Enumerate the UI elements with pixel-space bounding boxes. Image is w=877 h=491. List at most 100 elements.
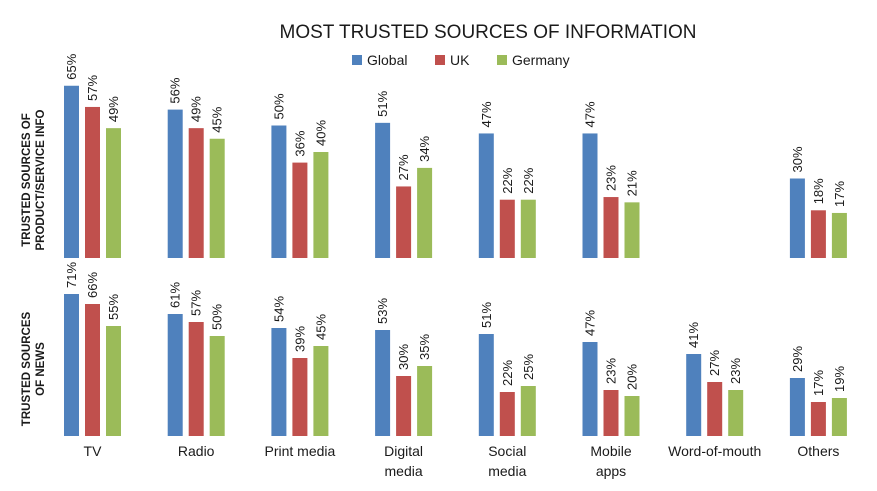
legend-label-global: Global (367, 52, 407, 68)
bar-product-social-media-global (478, 133, 494, 258)
data-label: 22% (521, 167, 536, 193)
data-label: 47% (479, 101, 494, 127)
bar-product-digital-media-global (375, 122, 391, 258)
category-label-line: Social (488, 443, 526, 459)
data-label: 17% (811, 370, 826, 396)
data-label: 53% (375, 298, 390, 324)
data-label: 29% (790, 346, 805, 372)
bar-product-others-uk (810, 210, 826, 258)
data-label: 23% (604, 165, 619, 191)
category-label-mobile-apps: Mobile apps (590, 443, 631, 479)
category-label-line: Others (797, 443, 839, 459)
data-label: 22% (500, 360, 515, 386)
row-label-line: OF NEWS (35, 342, 47, 396)
category-label-line: Radio (178, 443, 215, 459)
bar-product-others-global (789, 178, 805, 258)
bar-product-radio-germany (209, 138, 225, 258)
bar-news-digital-media-germany (417, 366, 433, 436)
bar-product-social-media-germany (520, 199, 536, 258)
data-label: 22% (500, 167, 515, 193)
data-label: 66% (85, 272, 100, 298)
data-labels: 65% 56% 50% 51% 47% 47% 30% 57% 49% 36% 27% 22% 23% 1… (64, 53, 847, 396)
bar-news-mobile-apps-uk (603, 390, 619, 436)
data-label: 35% (417, 334, 432, 360)
bar-news-social-media-global (478, 334, 494, 436)
bar-product-radio-global (167, 109, 183, 258)
data-label: 45% (210, 106, 225, 132)
bar-news-radio-germany (209, 336, 225, 436)
category-label-digital-media: Digital media (384, 443, 423, 479)
data-label: 25% (521, 354, 536, 380)
bar-news-radio-global (167, 314, 183, 436)
legend-label-germany: Germany (512, 52, 570, 68)
data-label: 51% (375, 90, 390, 116)
bar-news-tv-uk (85, 304, 100, 436)
data-label: 23% (728, 358, 743, 384)
bar-news-radio-uk (188, 322, 204, 436)
legend-swatch-germany (497, 55, 507, 65)
category-label-line: media (385, 463, 423, 479)
bar-product-mobile-apps-global (582, 133, 598, 258)
bar-product-mobile-apps-germany (624, 202, 640, 258)
category-label-tv: TV (84, 443, 103, 459)
bar-news-print-media-germany (313, 346, 329, 436)
bar-news-digital-media-uk (396, 376, 412, 436)
data-label: 34% (417, 135, 432, 161)
bar-product-print-media-germany (313, 152, 329, 258)
data-label: 21% (625, 170, 640, 196)
bar-product-print-media-uk (292, 162, 308, 258)
bar-news-mobile-apps-germany (624, 396, 640, 436)
data-label: 51% (479, 302, 494, 328)
data-label: 18% (811, 178, 826, 204)
legend-label-uk: UK (450, 52, 470, 68)
data-label: 30% (396, 344, 411, 370)
data-label: 23% (604, 358, 619, 384)
bar-news-social-media-germany (520, 386, 536, 436)
bar-news-word-of-mouth-global (686, 354, 702, 436)
row-label-line: TRUSTED SOURCES OF (21, 113, 33, 247)
data-label: 56% (168, 77, 183, 103)
data-label: 30% (790, 146, 805, 172)
data-label: 71% (64, 262, 79, 288)
data-label: 50% (271, 93, 286, 119)
data-label: 45% (313, 314, 328, 340)
bar-news-others-germany (831, 398, 847, 436)
data-label: 57% (189, 290, 204, 316)
bar-news-digital-media-global (375, 330, 391, 436)
row-labels: TRUSTED SOURCES OF PRODUCT/SERVICE INFOTR… (21, 109, 47, 426)
bar-news-others-global (789, 378, 805, 436)
data-label: 19% (832, 366, 847, 392)
data-label: 65% (64, 53, 79, 79)
category-labels: TV Radio Print media Digital media Social medi… (84, 443, 840, 479)
data-label: 40% (313, 120, 328, 146)
legend-swatch-uk (435, 55, 445, 65)
bar-news-tv-global (64, 294, 79, 436)
category-label-line: TV (84, 443, 103, 459)
bar-product-tv-germany (106, 128, 121, 258)
row-label-product-service-info: TRUSTED SOURCES OF PRODUCT/SERVICE INFO (21, 109, 47, 250)
data-label: 49% (106, 96, 121, 122)
data-label: 54% (271, 296, 286, 322)
bar-product-radio-uk (188, 128, 204, 258)
data-label: 57% (85, 74, 100, 100)
row-label-news: TRUSTED SOURCES OF NEWS (21, 311, 47, 426)
bar-product-social-media-uk (499, 199, 515, 258)
bar-product-mobile-apps-uk (603, 197, 619, 258)
bar-product-others-germany (831, 212, 847, 258)
chart-title: MOST TRUSTED SOURCES OF INFORMATION (280, 22, 697, 43)
bar-product-digital-media-uk (396, 186, 412, 258)
category-label-line: Print media (264, 443, 335, 459)
category-label-line: apps (596, 463, 626, 479)
row-label-line: TRUSTED SOURCES (21, 311, 33, 426)
category-label-word-of-mouth: Word-of-mouth (668, 443, 761, 459)
data-label: 36% (292, 130, 307, 156)
category-label-line: media (488, 463, 526, 479)
category-label-line: Mobile (590, 443, 631, 459)
data-label: 20% (625, 364, 640, 390)
bar-news-word-of-mouth-germany (728, 390, 744, 436)
legend: Global UK Germany (352, 52, 570, 68)
category-label-line: Word-of-mouth (668, 443, 761, 459)
bars (64, 85, 847, 436)
legend-swatch-global (352, 55, 362, 65)
